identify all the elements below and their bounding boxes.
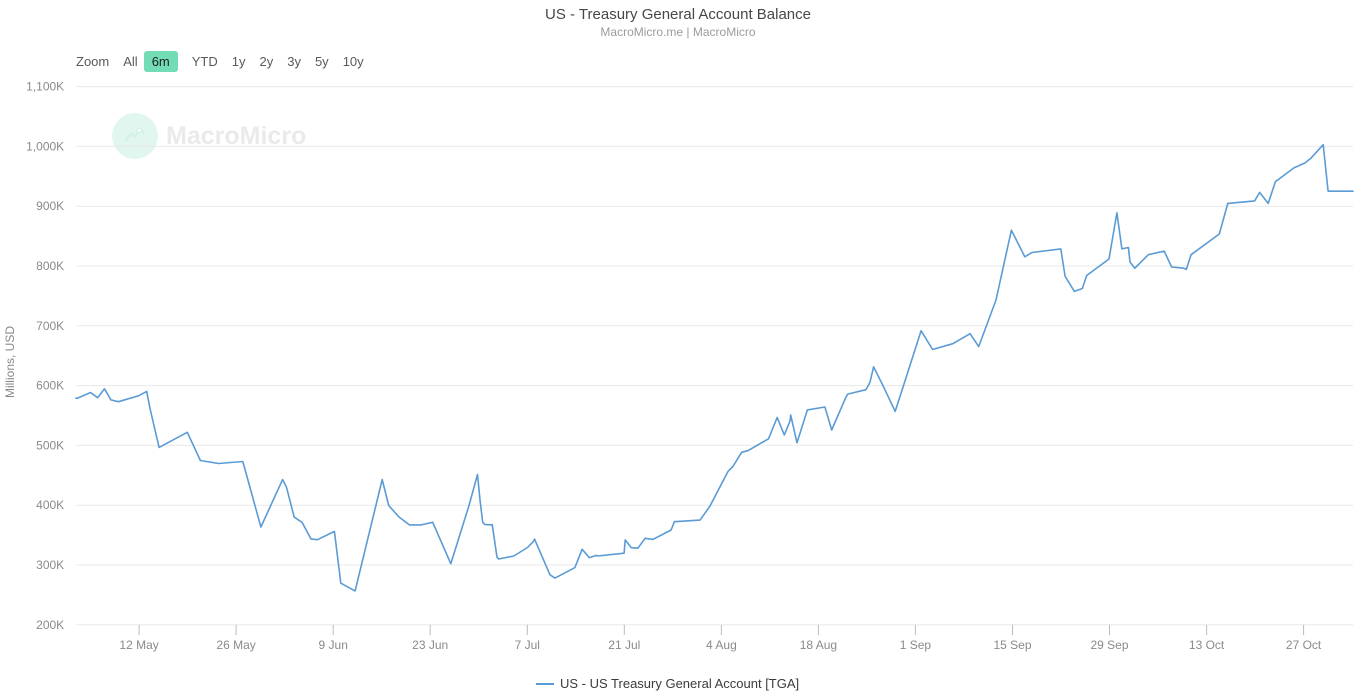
svg-text:500K: 500K [36,438,64,452]
svg-text:400K: 400K [36,498,64,512]
svg-text:13 Oct: 13 Oct [1189,638,1225,652]
svg-text:200K: 200K [36,618,64,632]
svg-text:21 Jul: 21 Jul [608,638,640,652]
svg-text:300K: 300K [36,558,64,572]
svg-text:600K: 600K [36,379,64,393]
svg-text:800K: 800K [36,259,64,273]
svg-text:1,000K: 1,000K [26,139,64,153]
svg-text:700K: 700K [36,319,64,333]
svg-text:900K: 900K [36,199,64,213]
svg-text:27 Oct: 27 Oct [1286,638,1322,652]
svg-text:7 Jul: 7 Jul [515,638,540,652]
svg-text:26 May: 26 May [216,638,255,652]
svg-text:29 Sep: 29 Sep [1090,638,1128,652]
svg-text:12 May: 12 May [119,638,158,652]
svg-text:18 Aug: 18 Aug [800,638,837,652]
svg-text:23 Jun: 23 Jun [412,638,448,652]
svg-text:1 Sep: 1 Sep [900,638,932,652]
svg-text:15 Sep: 15 Sep [993,638,1031,652]
svg-text:4 Aug: 4 Aug [706,638,737,652]
svg-text:9 Jun: 9 Jun [319,638,348,652]
svg-text:1,100K: 1,100K [26,80,64,94]
